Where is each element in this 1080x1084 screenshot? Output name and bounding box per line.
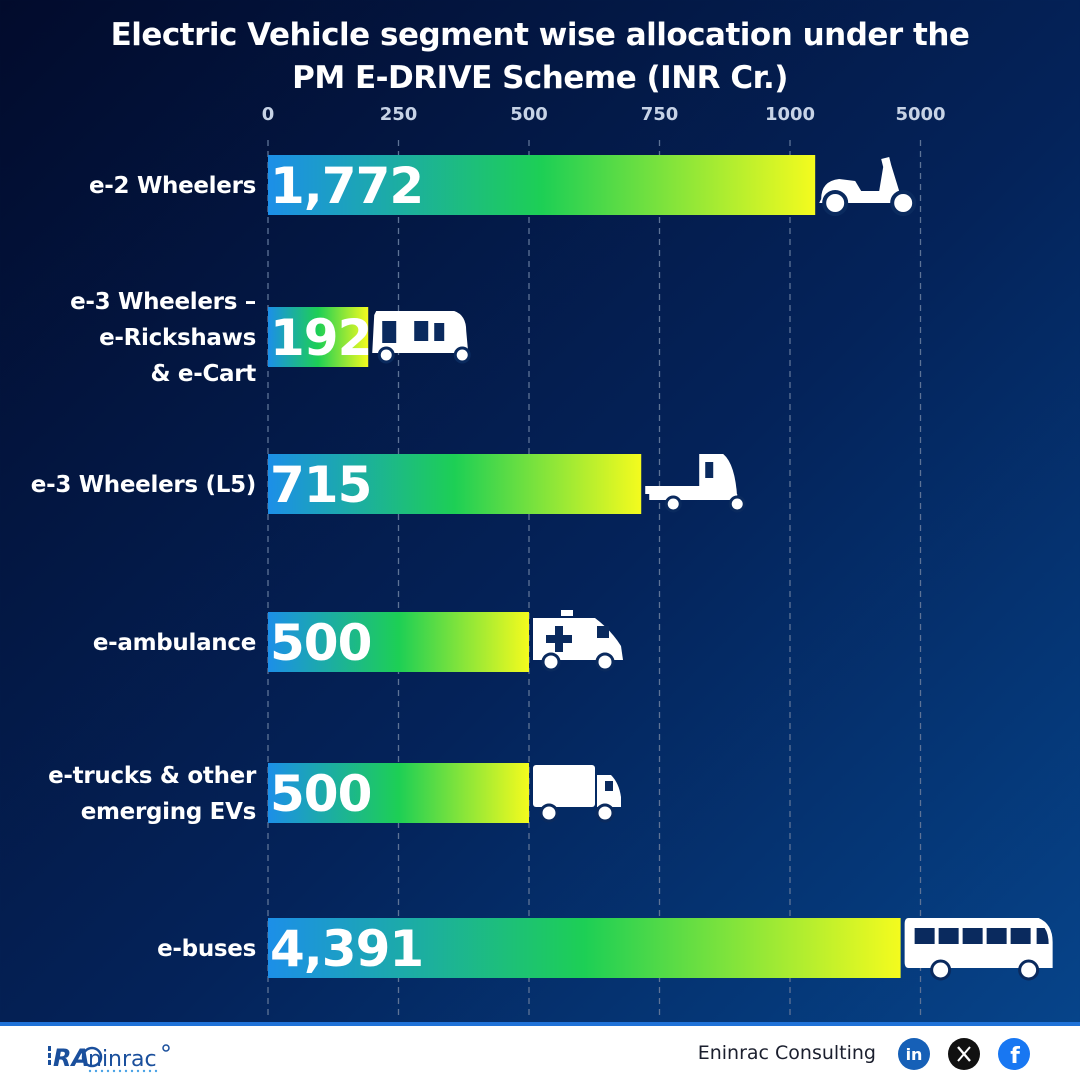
- category-label: e-buses: [157, 936, 256, 962]
- x-tick-label: 750: [641, 104, 679, 125]
- bar: [268, 155, 816, 215]
- category-label: e-2 Wheelers: [89, 173, 256, 199]
- category-label: & e-Cart: [150, 361, 256, 387]
- bar: [268, 763, 529, 823]
- chart-title-line-2: PM E-DRIVE Scheme (INR Cr.): [292, 60, 788, 96]
- scooter-icon: [819, 157, 917, 216]
- data-label: 4,391: [270, 920, 423, 978]
- brand-name: Eninrac Consulting: [697, 1042, 876, 1064]
- bar: [268, 612, 529, 672]
- data-label: 715: [270, 456, 371, 514]
- category-label: emerging EVs: [81, 799, 256, 825]
- facebook-icon[interactable]: f: [998, 1038, 1030, 1070]
- data-label: 500: [270, 765, 371, 823]
- data-label: 1,772: [270, 157, 423, 215]
- x-tick-label: 250: [380, 104, 418, 125]
- data-label: 500: [270, 614, 371, 672]
- truck-icon: [533, 765, 621, 823]
- x-tick-label: 500: [510, 104, 548, 125]
- x-tick-label: 1000: [765, 104, 815, 125]
- category-label: e-3 Wheelers –: [70, 289, 256, 315]
- x-tick-label: 5000: [895, 104, 945, 125]
- data-label: 192: [270, 309, 371, 367]
- category-label: e-ambulance: [93, 630, 256, 656]
- x-tick-label: 0: [262, 104, 275, 125]
- ambulance-icon: [533, 610, 623, 672]
- eninrac-logo: RA ninrac: [48, 1044, 170, 1073]
- linkedin-icon[interactable]: in: [898, 1038, 930, 1070]
- category-label: e-Rickshaws: [99, 325, 256, 351]
- svg-text:RA: RA: [53, 1044, 90, 1072]
- svg-text:in: in: [906, 1045, 923, 1064]
- x-icon[interactable]: [948, 1038, 980, 1070]
- e-rickshaw-icon: [372, 311, 471, 364]
- category-label: e-trucks & other: [48, 763, 257, 789]
- bar: [268, 454, 642, 514]
- chart-title: Electric Vehicle segment wise allocation…: [40, 14, 1040, 100]
- bar: [268, 307, 369, 367]
- category-label: e-3 Wheelers (L5): [31, 472, 256, 498]
- cargo-three-wheeler-icon: [645, 454, 746, 513]
- chart-title-line-1: Electric Vehicle segment wise allocation…: [110, 17, 970, 53]
- svg-text:f: f: [1010, 1044, 1020, 1069]
- bus-icon: [904, 918, 1053, 981]
- footer: RA ninrac Eninrac Consulting in f: [0, 1022, 1080, 1084]
- bar-chart: 0 250 500 750 1000 5000 e-2 Wheelers 1,772 e-3 …: [31, 104, 1053, 1018]
- bar: [268, 918, 901, 978]
